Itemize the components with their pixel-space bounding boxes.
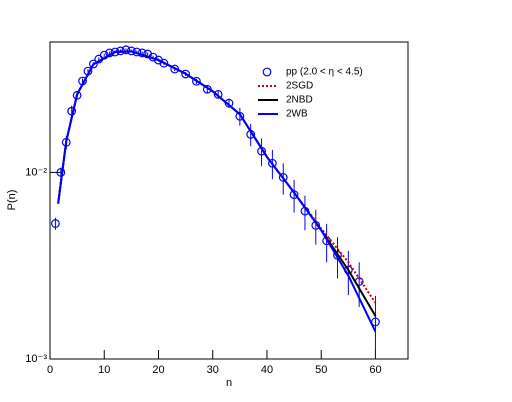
legend-marker [262,67,272,77]
data-point [51,219,60,228]
data-point [181,69,191,79]
legend-label: 2WB [286,109,308,120]
plot-frame [49,41,409,360]
legend-label: pp (2.0 < η < 4.5) [286,67,363,78]
x-axis-label: n [226,377,232,389]
legend-label: 2SGD [286,81,313,92]
x-tick-label: 60 [369,364,381,376]
data-point [72,90,82,100]
x-tick-label: 30 [207,364,219,376]
data-point [235,111,245,121]
data-point [213,89,223,99]
data-point [289,190,299,200]
legend-label: 2NBD [286,95,313,106]
data-point [224,98,234,108]
series-line [57,50,377,304]
x-tick-label: 10 [98,364,110,376]
y-axis-label: P(n) [6,190,18,211]
data-point [88,59,98,69]
data-point [159,58,169,68]
data-point [278,173,288,182]
x-tick-label: 20 [152,364,164,376]
data-point [267,158,277,168]
y-tick-label: 10⁻² [25,166,47,178]
y-tick-label: 10⁻³ [25,353,47,365]
x-tick-label: 50 [315,364,327,376]
x-tick-label: 40 [261,364,273,376]
data-point [192,76,201,86]
data-point [121,45,131,55]
x-tick-label: 0 [47,364,53,376]
series-line [57,50,377,333]
